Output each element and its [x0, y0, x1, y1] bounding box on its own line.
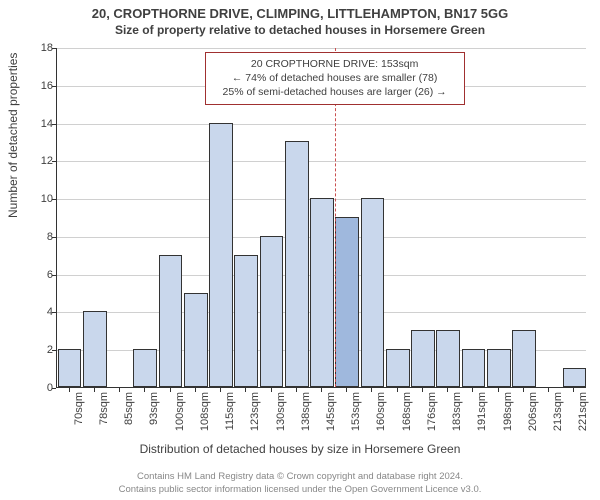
x-tick-mark: [498, 388, 499, 392]
bar: [285, 141, 309, 387]
x-tick-label: 176sqm: [426, 392, 438, 431]
y-tick-mark: [52, 275, 56, 276]
bar: [184, 293, 208, 387]
chart-container: 20, CROPTHORNE DRIVE, CLIMPING, LITTLEHA…: [0, 0, 600, 500]
attribution-footer: Contains HM Land Registry data © Crown c…: [0, 471, 600, 496]
annotation-line: ← 74% of detached houses are smaller (78…: [214, 71, 456, 85]
bar: [58, 349, 82, 387]
x-tick-label: 70sqm: [73, 392, 85, 425]
y-tick-label: 16: [23, 80, 53, 92]
x-tick-label: 108sqm: [199, 392, 211, 431]
bar: [260, 236, 284, 387]
bar: [462, 349, 486, 387]
x-tick-label: 78sqm: [98, 392, 110, 425]
y-tick-label: 14: [23, 118, 53, 130]
y-tick-label: 4: [23, 306, 53, 318]
title-line-2: Size of property relative to detached ho…: [0, 23, 600, 37]
y-tick-mark: [52, 48, 56, 49]
x-tick-mark: [144, 388, 145, 392]
y-tick-mark: [52, 86, 56, 87]
x-tick-mark: [472, 388, 473, 392]
x-tick-mark: [548, 388, 549, 392]
bar: [310, 198, 334, 387]
x-tick-label: 160sqm: [375, 392, 387, 431]
x-tick-label: 191sqm: [476, 392, 488, 431]
x-tick-mark: [170, 388, 171, 392]
bar: [563, 368, 587, 387]
footer-line-1: Contains HM Land Registry data © Crown c…: [0, 471, 600, 483]
x-tick-mark: [346, 388, 347, 392]
y-tick-mark: [52, 124, 56, 125]
y-tick-label: 18: [23, 42, 53, 54]
x-tick-mark: [321, 388, 322, 392]
x-tick-mark: [119, 388, 120, 392]
x-tick-mark: [523, 388, 524, 392]
y-tick-label: 0: [23, 382, 53, 394]
bar: [159, 255, 183, 387]
bar: [386, 349, 410, 387]
x-tick-mark: [245, 388, 246, 392]
y-axis-label: Number of detached properties: [6, 53, 20, 218]
y-tick-label: 10: [23, 193, 53, 205]
grid-line: [57, 48, 586, 49]
x-tick-mark: [422, 388, 423, 392]
chart-title: 20, CROPTHORNE DRIVE, CLIMPING, LITTLEHA…: [0, 0, 600, 37]
bar: [411, 330, 435, 387]
x-tick-label: 100sqm: [174, 392, 186, 431]
x-tick-label: 138sqm: [300, 392, 312, 431]
bar: [133, 349, 157, 387]
x-tick-label: 183sqm: [451, 392, 463, 431]
x-tick-mark: [271, 388, 272, 392]
x-tick-label: 93sqm: [148, 392, 160, 425]
x-tick-mark: [371, 388, 372, 392]
x-axis-label: Distribution of detached houses by size …: [0, 442, 600, 456]
footer-line-2: Contains public sector information licen…: [0, 484, 600, 496]
y-tick-mark: [52, 312, 56, 313]
x-tick-mark: [573, 388, 574, 392]
bar: [512, 330, 536, 387]
y-tick-label: 6: [23, 269, 53, 281]
x-tick-mark: [69, 388, 70, 392]
x-tick-mark: [94, 388, 95, 392]
bar: [234, 255, 258, 387]
bar: [335, 217, 359, 387]
y-tick-mark: [52, 161, 56, 162]
grid-line: [57, 124, 586, 125]
bar: [361, 198, 385, 387]
y-tick-label: 2: [23, 344, 53, 356]
x-tick-mark: [195, 388, 196, 392]
y-tick-label: 8: [23, 231, 53, 243]
x-tick-label: 130sqm: [275, 392, 287, 431]
x-tick-mark: [447, 388, 448, 392]
x-tick-mark: [296, 388, 297, 392]
title-line-1: 20, CROPTHORNE DRIVE, CLIMPING, LITTLEHA…: [0, 6, 600, 21]
annotation-line: 20 CROPTHORNE DRIVE: 153sqm: [214, 57, 456, 71]
bar: [487, 349, 511, 387]
x-tick-label: 85sqm: [123, 392, 135, 425]
y-tick-mark: [52, 199, 56, 200]
y-tick-mark: [52, 350, 56, 351]
x-tick-label: 198sqm: [502, 392, 514, 431]
y-tick-label: 12: [23, 155, 53, 167]
x-tick-label: 168sqm: [401, 392, 413, 431]
annotation-box: 20 CROPTHORNE DRIVE: 153sqm← 74% of deta…: [205, 52, 465, 105]
plot-area: 20 CROPTHORNE DRIVE: 153sqm← 74% of deta…: [56, 48, 586, 388]
x-tick-label: 206sqm: [527, 392, 539, 431]
x-tick-label: 123sqm: [249, 392, 261, 431]
bar: [209, 123, 233, 387]
x-tick-label: 145sqm: [325, 392, 337, 431]
bar: [83, 311, 107, 387]
y-tick-mark: [52, 388, 56, 389]
x-tick-mark: [220, 388, 221, 392]
x-tick-label: 213sqm: [552, 392, 564, 431]
x-tick-label: 221sqm: [577, 392, 589, 431]
grid-line: [57, 161, 586, 162]
y-tick-mark: [52, 237, 56, 238]
bar: [436, 330, 460, 387]
x-tick-label: 115sqm: [224, 392, 236, 430]
x-tick-label: 153sqm: [350, 392, 362, 431]
annotation-line: 25% of semi-detached houses are larger (…: [214, 85, 456, 99]
x-tick-mark: [397, 388, 398, 392]
